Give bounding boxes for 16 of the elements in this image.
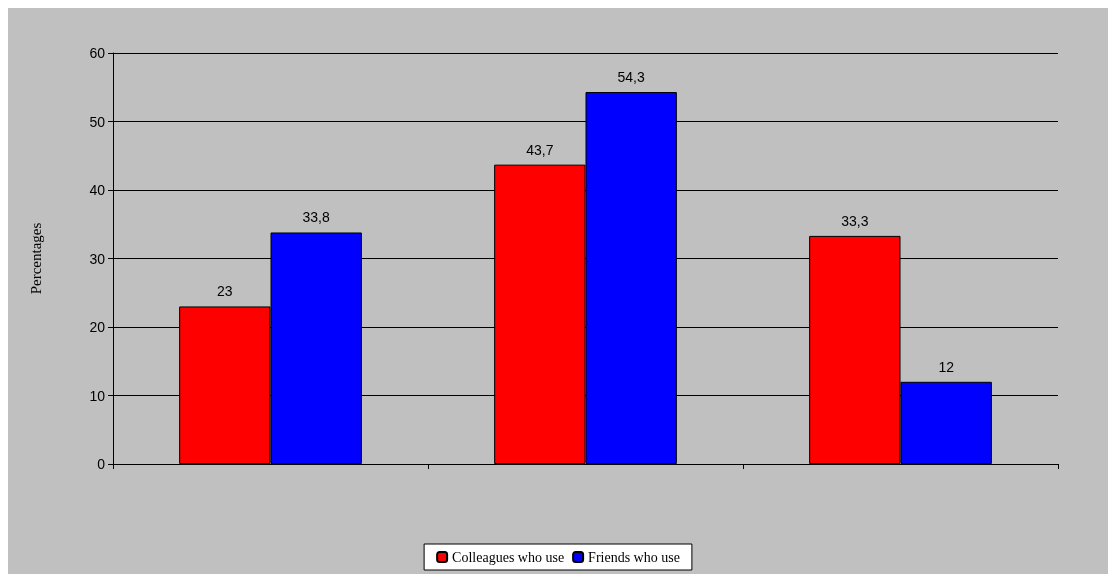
data-label: 12 (938, 358, 955, 375)
data-label: 43,7 (526, 141, 554, 158)
legend-label: Friends who use (588, 549, 680, 565)
y-tick-label: 0 (97, 456, 106, 472)
data-label: 33,8 (302, 209, 331, 226)
data-label: 23 (217, 283, 233, 300)
data-label: 33,3 (841, 212, 869, 229)
y-tick-label: 20 (89, 319, 106, 335)
y-tick-label: 60 (89, 45, 106, 61)
y-tick-label: 10 (89, 387, 106, 404)
y-tick-label: 40 (89, 182, 106, 198)
y-tick-label: 50 (89, 113, 106, 130)
data-label: 54,3 (617, 69, 646, 86)
y-axis-title: Percentages (27, 222, 44, 295)
legend-label: Colleagues who use (452, 549, 565, 565)
y-tick-label: 30 (89, 250, 106, 267)
